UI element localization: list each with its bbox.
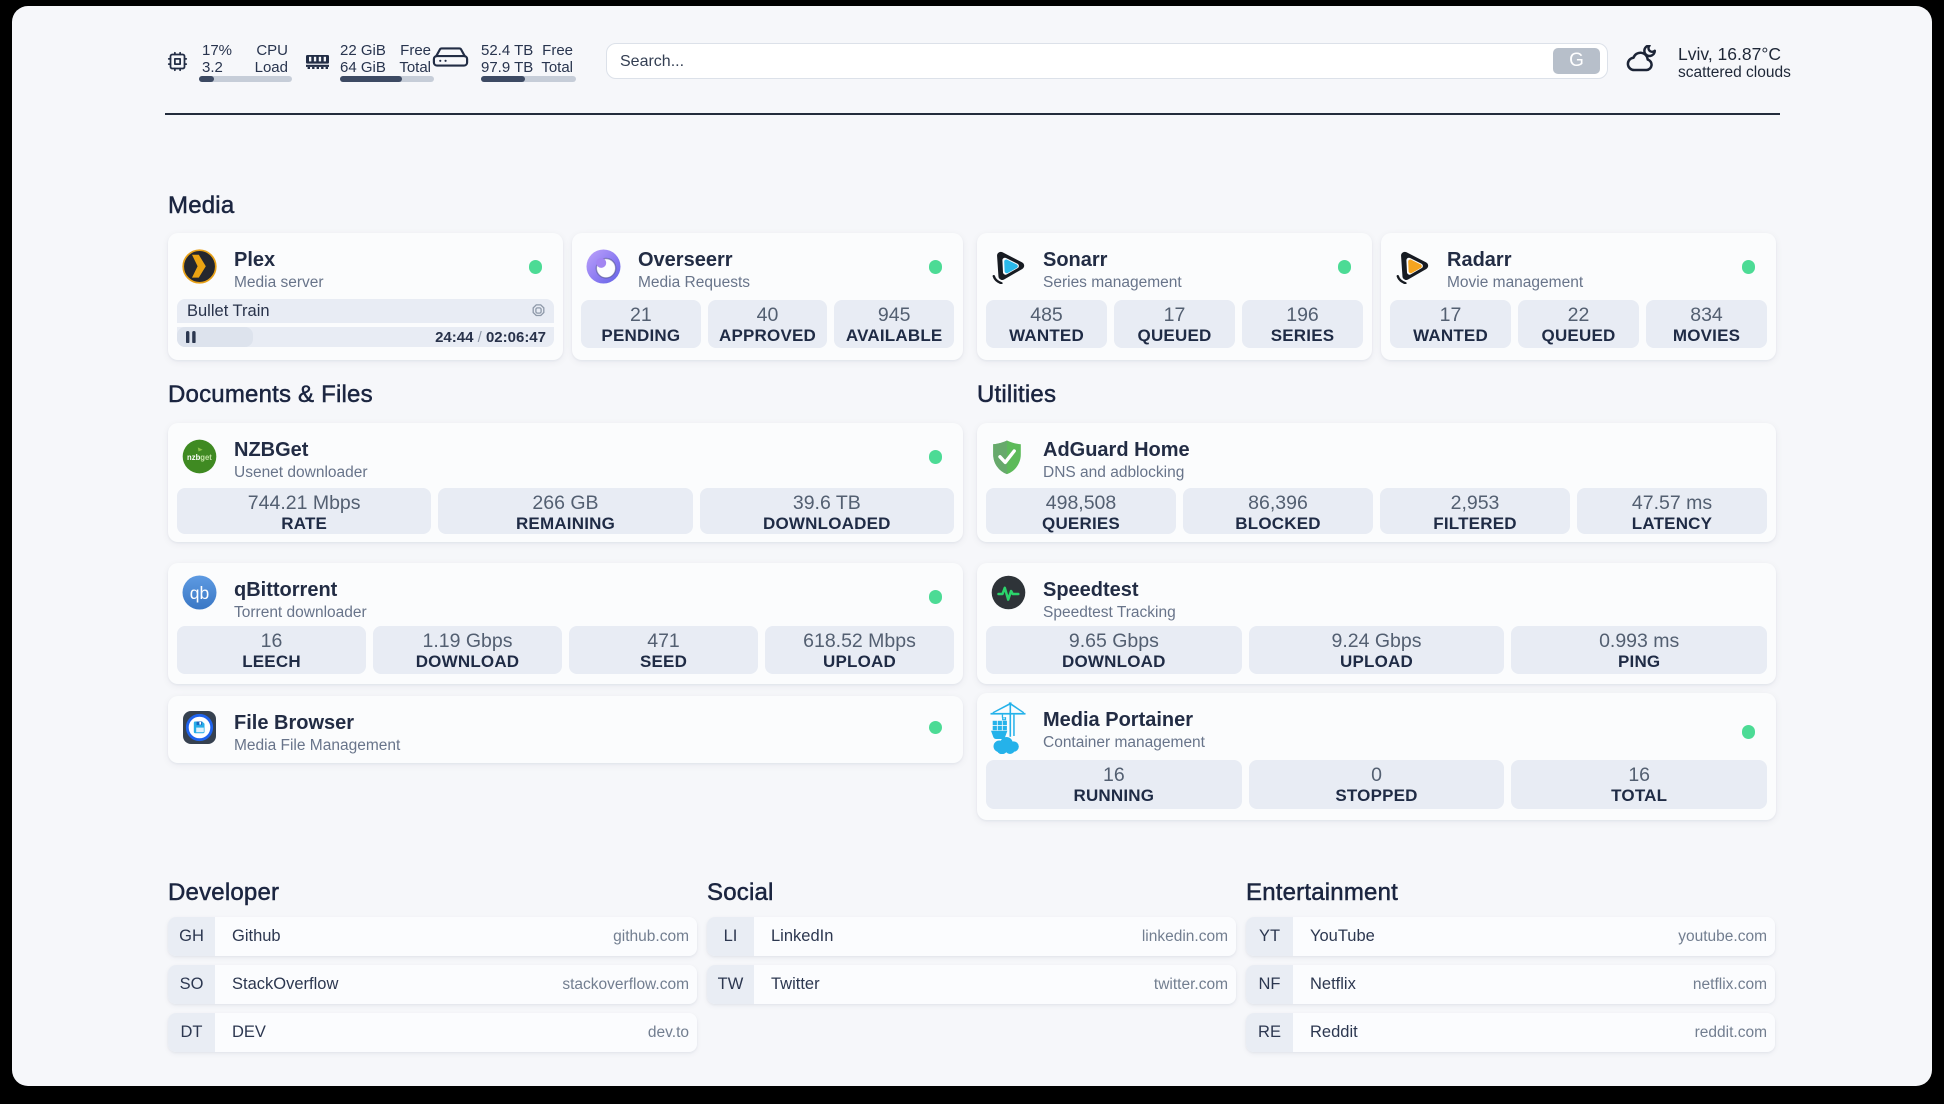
svg-text:nzbget: nzbget: [187, 452, 212, 462]
svg-text:qb: qb: [190, 582, 209, 602]
